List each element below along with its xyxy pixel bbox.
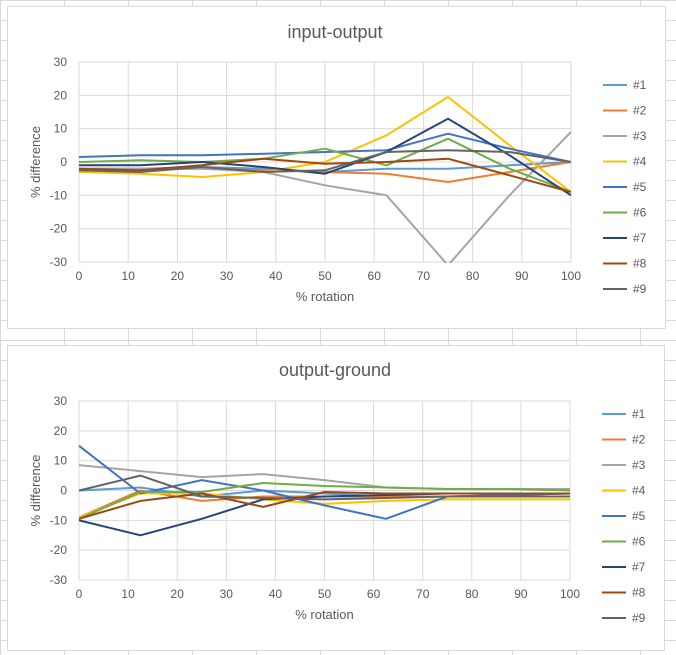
chart2-legend-label: #3	[632, 458, 646, 472]
chart2-x-tick-label: 80	[465, 587, 479, 601]
chart1-x-axis-label: % rotation	[296, 289, 355, 304]
chart1-y-axis-label: % difference	[28, 126, 43, 198]
chart2-x-tick-label: 0	[76, 587, 83, 601]
chart1-y-tick-label: -10	[50, 188, 68, 202]
chart1-series-line-6	[79, 137, 571, 193]
chart1-legend-label: #6	[633, 206, 647, 220]
chart1-x-tick-label: 90	[515, 269, 529, 283]
chart1-series-group	[79, 96, 571, 263]
chart2-series-line-9	[79, 474, 570, 501]
chart1-x-tick-label: 30	[220, 269, 234, 283]
chart1-series-line-9	[79, 149, 571, 173]
chart2-y-tick-label: -20	[50, 543, 68, 557]
chart2-legend-label: #4	[632, 484, 646, 498]
chart1-legend-label: #7	[633, 231, 647, 245]
chart2-legend-label: #7	[632, 560, 646, 574]
chart2-y-tick-label: 10	[54, 454, 68, 468]
chart2-x-tick-label: 50	[318, 587, 332, 601]
chart2-series-line-8	[79, 491, 570, 520]
chart2-y-tick-label: 0	[60, 484, 67, 498]
chart2-y-axis-label: % difference	[28, 454, 43, 526]
chart1-series-line-7	[79, 117, 571, 197]
chart1-legend-label: #1	[633, 78, 647, 92]
chart2-legend-label: #6	[632, 535, 646, 549]
chart1-title: input-output	[287, 22, 382, 42]
chart-input-output: input-output 30 20 10 0 -10 -20 -30 0 10 20 30 40 50 6…	[7, 6, 666, 329]
chart2-x-tick-label: 20	[171, 587, 185, 601]
chart2-legend-label: #1	[632, 407, 646, 421]
chart2-legend-label: #8	[632, 586, 646, 600]
chart1-y-tick-label: 30	[54, 55, 68, 69]
chart2-series-line-6	[79, 482, 570, 520]
chart1-x-tick-label: 10	[122, 269, 136, 283]
chart1-x-tick-label: 60	[368, 269, 382, 283]
chart1-x-tick-label: 100	[561, 269, 581, 283]
chart1-legend-label: #3	[633, 129, 647, 143]
chart2-series-line-4	[79, 492, 570, 519]
chart1-x-tick-label: 20	[171, 269, 185, 283]
chart2-title: output-ground	[279, 360, 391, 380]
chart1-x-tick-label: 70	[417, 269, 431, 283]
chart2-legend-label: #2	[632, 433, 646, 447]
chart1-x-tick-label: 80	[466, 269, 480, 283]
chart2-y-tick-label: 30	[54, 394, 68, 408]
chart1-y-tick-label: 20	[54, 88, 68, 102]
chart1-y-tick-label: -20	[50, 222, 68, 236]
chart1-legend-label: #8	[633, 257, 647, 271]
chart-output-ground: output-ground 30 20 10 0 -10 -20 -30 0 10 20 30 40 50…	[7, 345, 665, 651]
chart2-x-axis-label: % rotation	[295, 607, 354, 622]
chart1-series-line-4	[79, 96, 571, 193]
chart2-x-tick-label: 30	[220, 587, 234, 601]
chart1-x-tick-label: 0	[76, 269, 83, 283]
chart1-series-line-8	[79, 157, 571, 193]
chart2-x-tick-label: 100	[560, 587, 580, 601]
chart2-x-tick-label: 40	[269, 587, 283, 601]
chart2-legend-label: #9	[632, 611, 646, 625]
chart1-y-tick-label: 10	[54, 122, 68, 136]
chart1-legend: #1 #2 #3 #4 #5 #6 #7 #8 #9	[603, 78, 647, 296]
chart2-x-tick-label: 60	[367, 587, 381, 601]
chart1-x-tick-label: 40	[269, 269, 283, 283]
chart1-x-tick-label: 50	[318, 269, 332, 283]
chart1-y-tick-label: 0	[60, 155, 67, 169]
chart2-series-group	[79, 445, 570, 537]
chart2-y-tick-label: -10	[50, 513, 68, 527]
chart1-y-tick-label: -30	[50, 255, 68, 269]
chart2-x-tick-label: 70	[416, 587, 430, 601]
chart1-legend-label: #4	[633, 155, 647, 169]
chart1-legend-label: #9	[633, 282, 647, 296]
chart2-legend-label: #5	[632, 509, 646, 523]
chart1-legend-label: #5	[633, 180, 647, 194]
chart2-y-tick-label: -30	[50, 573, 68, 587]
chart2-y-tick-label: 20	[54, 424, 68, 438]
chart1-legend-label: #2	[633, 104, 647, 118]
chart2-legend: #1 #2 #3 #4 #5 #6 #7 #8 #9	[602, 407, 646, 625]
chart2-x-tick-label: 90	[514, 587, 528, 601]
chart2-x-tick-label: 10	[121, 587, 135, 601]
